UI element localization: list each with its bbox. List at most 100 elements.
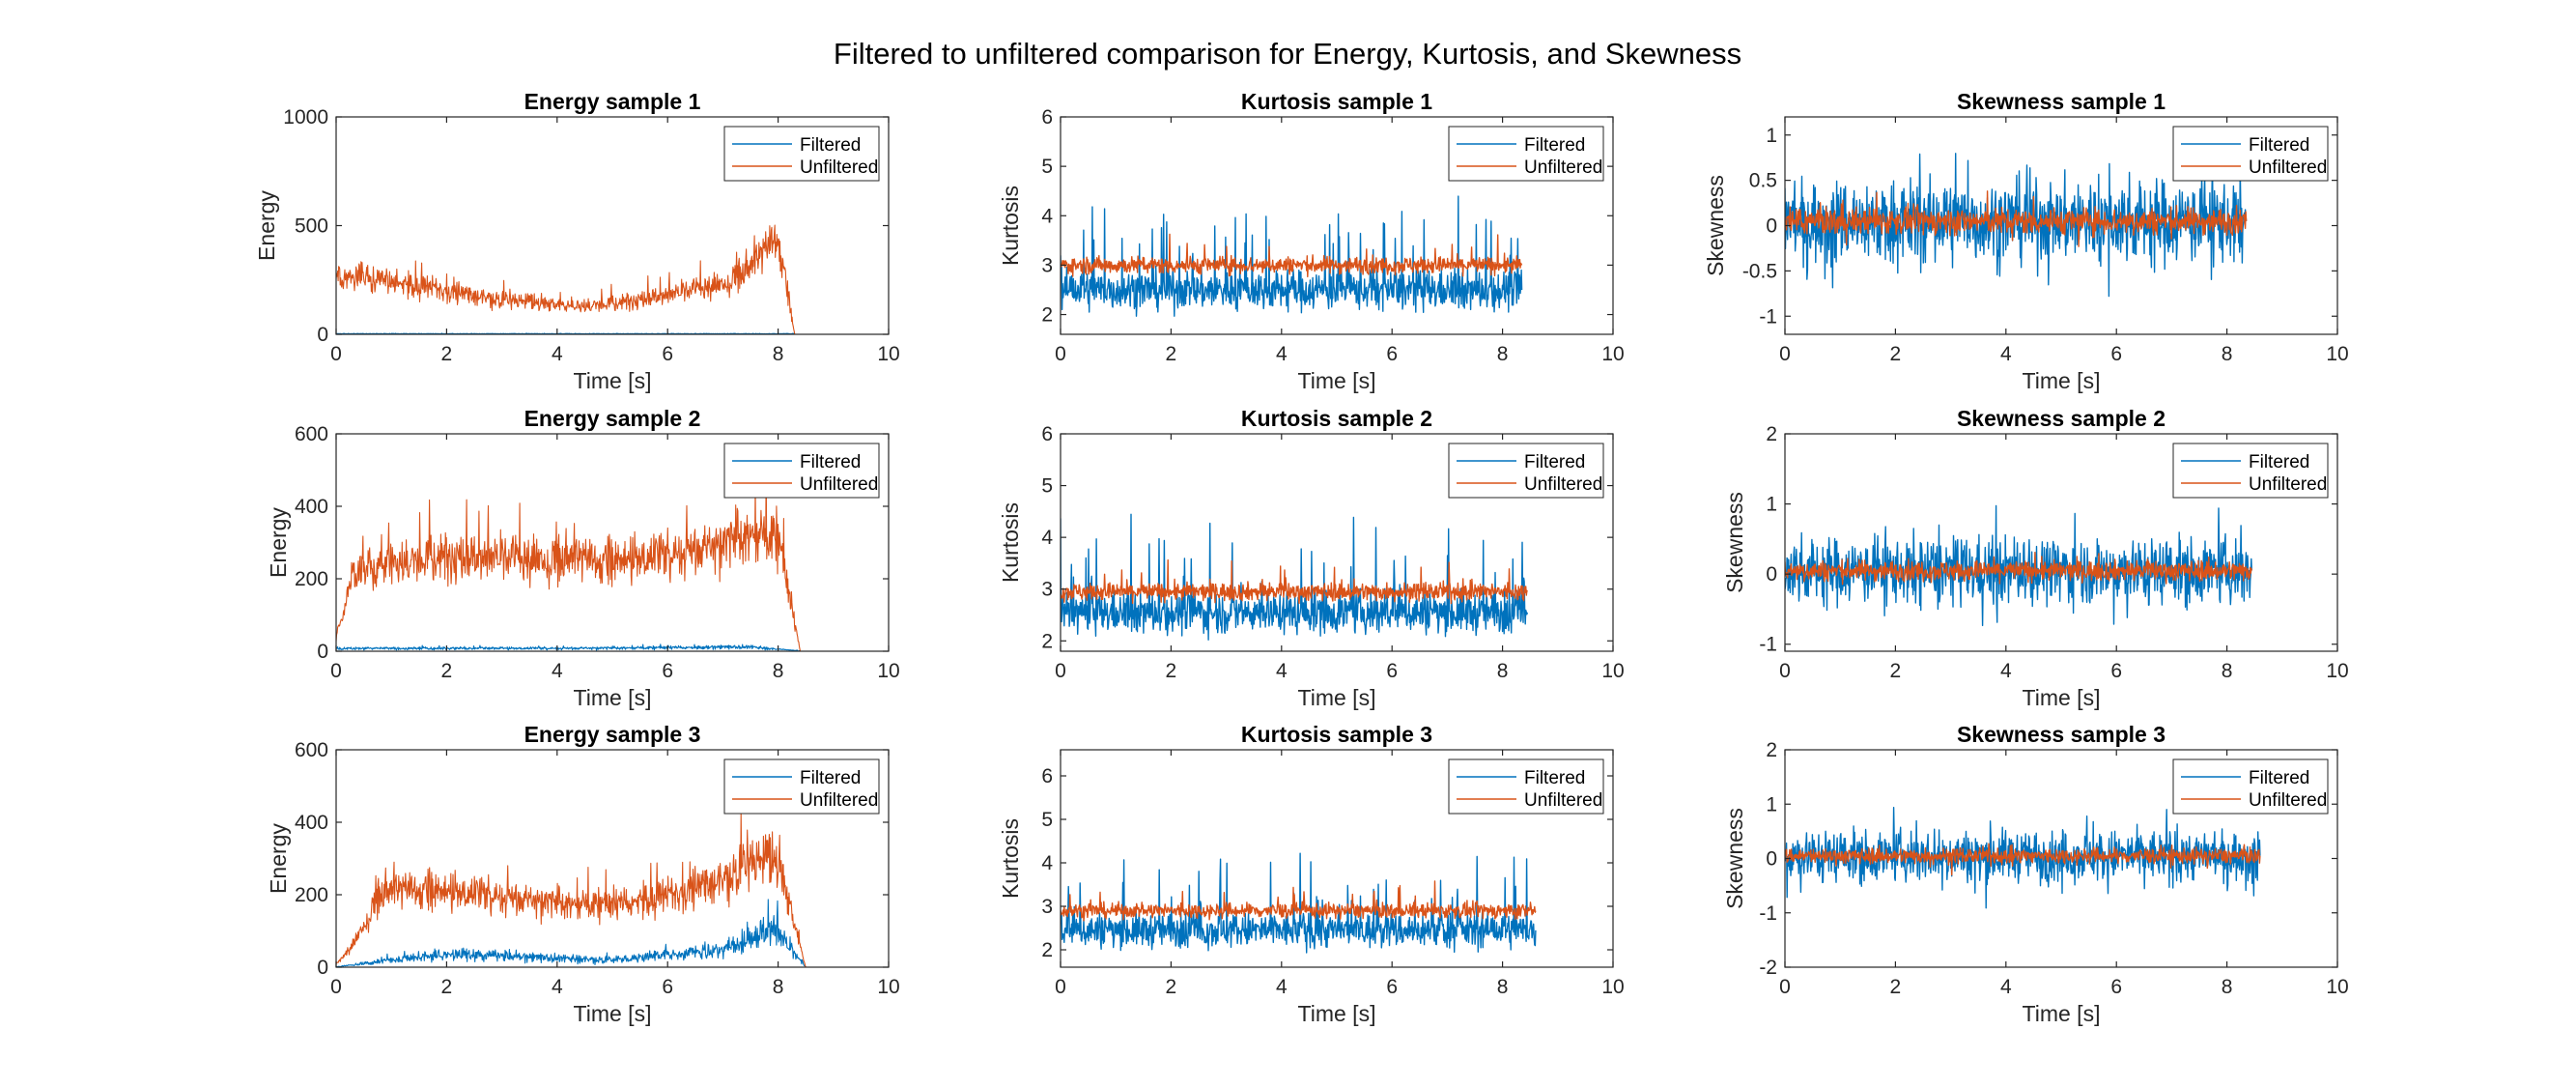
x-tick-label: 2 xyxy=(441,976,453,998)
subplot-energy-2: 0 2 4 6 8 10 0 200 400 600 Energy sample 2 Time [s]… xyxy=(266,406,900,710)
y-tick-label: 6 xyxy=(1041,106,1053,129)
x-tick-label: 8 xyxy=(773,343,784,365)
x-tick-label: 10 xyxy=(877,343,899,365)
series-group xyxy=(336,812,807,967)
y-tick-label: 4 xyxy=(1041,205,1053,227)
series-group xyxy=(336,224,796,334)
y-axis-label: Energy xyxy=(266,823,291,894)
y-tick-label: 2 xyxy=(1041,939,1053,961)
y-tick-label: 200 xyxy=(295,568,328,590)
axes-box xyxy=(335,433,890,652)
x-tick-label: 2 xyxy=(1890,976,1902,998)
legend-entry-unfiltered: Unfiltered xyxy=(2249,790,2327,811)
legend-box xyxy=(2172,126,2329,182)
series-line-filtered xyxy=(1061,195,1523,317)
series-line-filtered xyxy=(336,899,807,967)
y-tick-label: 3 xyxy=(1041,896,1053,918)
legend-box xyxy=(723,126,880,182)
y-axis-label: Skewness xyxy=(1722,492,1747,593)
x-tick-label: 8 xyxy=(773,660,784,682)
x-tick-label: 4 xyxy=(1276,660,1288,682)
x-tick-label: 4 xyxy=(1276,343,1288,365)
y-tick-label: 6 xyxy=(1041,423,1053,445)
subplot-title: Energy sample 1 xyxy=(524,89,701,114)
x-tick-label: 4 xyxy=(2000,976,2012,998)
legend-entry-filtered: Filtered xyxy=(2249,768,2309,788)
series-group xyxy=(336,468,802,651)
series-line-unfiltered xyxy=(336,224,796,334)
subplot-energy-3: 0 2 4 6 8 10 0 200 400 600 Energy sample 3 Time [s]… xyxy=(266,722,900,1026)
series-line-unfiltered xyxy=(1785,190,2248,247)
x-tick-label: 0 xyxy=(1055,976,1066,998)
x-tick-label: 6 xyxy=(1386,343,1398,365)
series-group xyxy=(1061,195,1523,317)
y-tick-label: 5 xyxy=(1041,475,1053,498)
series-line-filtered xyxy=(1061,513,1528,641)
y-tick-label: 0 xyxy=(1766,848,1777,871)
y-axis-label: Kurtosis xyxy=(998,818,1023,899)
series-group xyxy=(1061,513,1528,641)
legend-box xyxy=(1448,126,1604,182)
series-group xyxy=(1785,504,2252,627)
x-tick-label: 0 xyxy=(1779,976,1791,998)
y-tick-label: 5 xyxy=(1041,809,1053,831)
y-axis-label: Skewness xyxy=(1722,808,1747,909)
x-tick-label: 10 xyxy=(2326,343,2348,365)
subplot-skewness-3: 0 2 4 6 8 10 -2 -1 0 1 2 Skewness sample 3 Time [s] S… xyxy=(1722,722,2349,1026)
x-tick-label: 10 xyxy=(1601,976,1624,998)
y-tick-label: 1 xyxy=(1766,494,1777,516)
y-axis-label: Skewness xyxy=(1703,175,1728,276)
y-tick-label: 0 xyxy=(317,324,328,346)
y-axis-label: Energy xyxy=(254,190,279,261)
x-tick-label: 6 xyxy=(662,660,673,682)
series-line-filtered xyxy=(1785,153,2248,298)
axes-box xyxy=(335,749,890,968)
series-line-filtered xyxy=(336,332,796,334)
series-group xyxy=(1785,807,2261,909)
legend-entry-filtered: Filtered xyxy=(800,135,861,156)
subplot-title: Skewness sample 3 xyxy=(1957,722,2166,747)
legend-box xyxy=(1448,443,1604,499)
x-tick-label: 10 xyxy=(1601,343,1624,365)
axes-box xyxy=(1060,749,1614,968)
legend-box xyxy=(2172,758,2329,815)
subplot-title: Kurtosis sample 1 xyxy=(1241,89,1432,114)
subplot-skewness-1: 0 2 4 6 8 10 -1 -0.5 0 0.5 1 Skewness sample 1 Time … xyxy=(1703,89,2349,393)
x-tick-label: 8 xyxy=(2222,343,2233,365)
y-tick-label: 2 xyxy=(1766,423,1777,445)
x-tick-label: 0 xyxy=(330,660,342,682)
x-tick-label: 2 xyxy=(441,343,453,365)
x-tick-label: 0 xyxy=(1779,660,1791,682)
y-tick-label: 0 xyxy=(1766,563,1777,586)
x-tick-label: 4 xyxy=(2000,660,2012,682)
figure-title: Filtered to unfiltered comparison for En… xyxy=(834,37,1741,71)
y-tick-label: -1 xyxy=(1759,305,1777,328)
x-axis-label: Time [s] xyxy=(2023,368,2101,393)
y-axis-label: Kurtosis xyxy=(998,186,1023,266)
y-tick-label: 400 xyxy=(295,812,328,834)
legend-entry-unfiltered: Unfiltered xyxy=(800,474,878,495)
y-tick-label: 0 xyxy=(317,957,328,979)
x-tick-label: 4 xyxy=(552,343,563,365)
legend-box xyxy=(1448,758,1604,815)
x-tick-label: 10 xyxy=(1601,660,1624,682)
series-line-unfiltered xyxy=(336,468,802,651)
series-group xyxy=(1061,852,1537,954)
y-tick-label: 200 xyxy=(295,884,328,906)
legend-entry-unfiltered: Unfiltered xyxy=(1524,790,1602,811)
legend-entry-filtered: Filtered xyxy=(1524,768,1585,788)
legend-entry-unfiltered: Unfiltered xyxy=(2249,157,2327,178)
y-tick-label: 6 xyxy=(1041,765,1053,787)
y-tick-label: 600 xyxy=(295,739,328,761)
y-tick-label: 0.5 xyxy=(1749,170,1777,192)
x-tick-label: 8 xyxy=(1497,343,1509,365)
x-tick-label: 8 xyxy=(2222,976,2233,998)
x-tick-label: 6 xyxy=(662,343,673,365)
